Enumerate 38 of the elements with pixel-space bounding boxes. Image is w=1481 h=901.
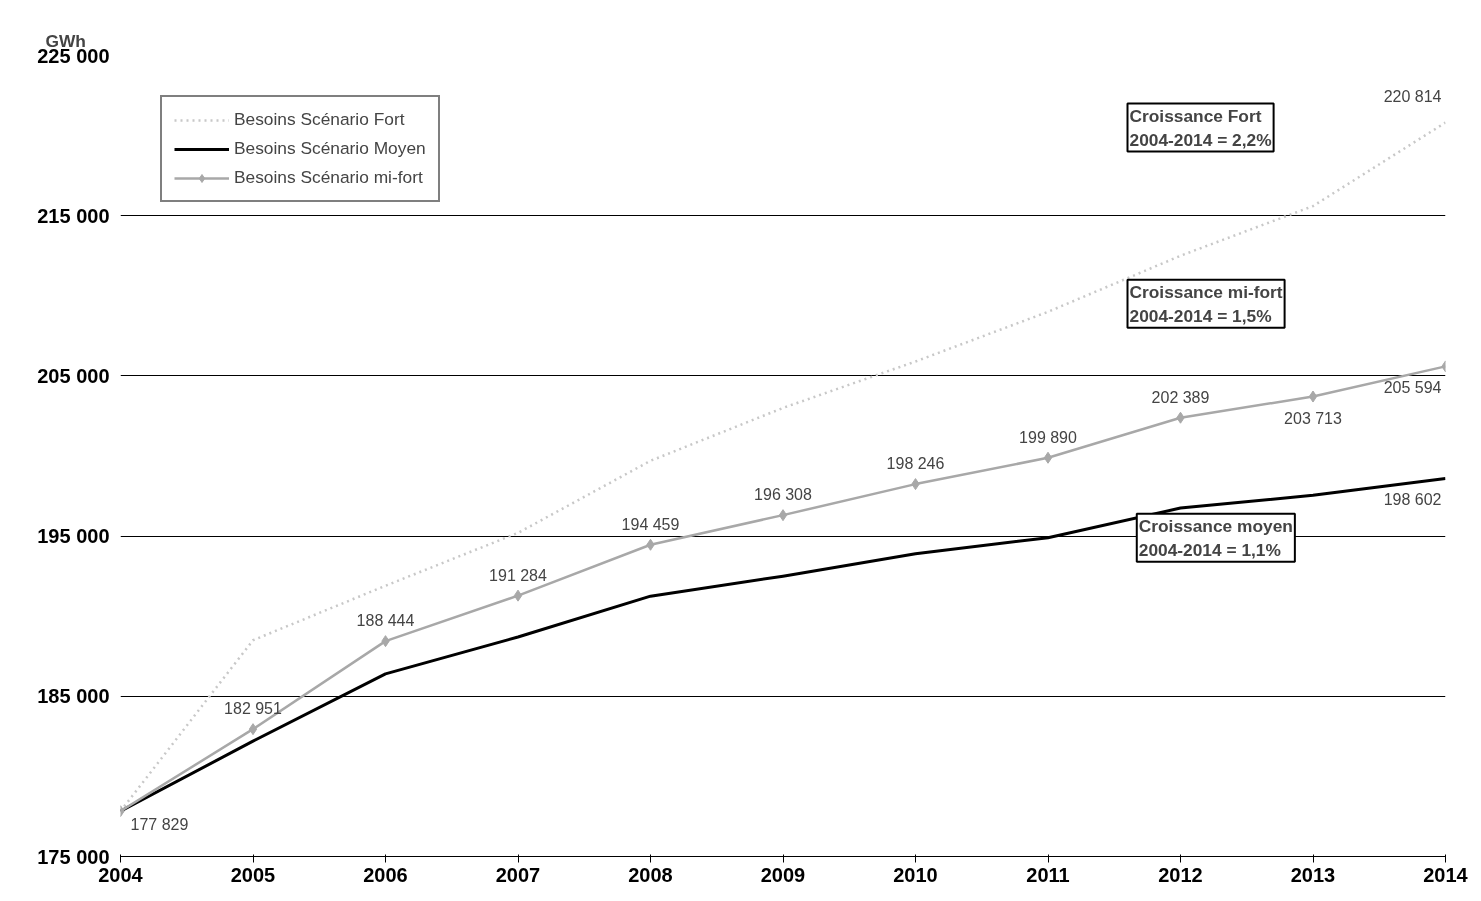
data-label: 198 602 (1383, 491, 1442, 509)
y-tick-label: 215 000 (37, 204, 110, 227)
y-tick-label: 195 000 (37, 525, 110, 548)
data-label: 188 444 (356, 612, 415, 630)
legend-label: Besoins Scénario Fort (234, 109, 405, 130)
data-label: 199 890 (1019, 428, 1078, 446)
y-tick-label: 205 000 (37, 364, 110, 387)
x-tick-label: 2010 (893, 863, 938, 886)
x-tick-label: 2005 (230, 863, 276, 886)
y-tick-label: 185 000 (37, 685, 110, 708)
data-label: 191 284 (489, 566, 548, 584)
data-label: 202 389 (1151, 388, 1210, 406)
data-label: 198 246 (886, 455, 945, 473)
x-tick-label: 2006 (363, 863, 408, 886)
data-label: 220 814 (1383, 87, 1442, 105)
x-tick-label: 2008 (628, 863, 673, 886)
data-label: 194 459 (621, 515, 680, 533)
x-tick-label: 2014 (1423, 863, 1469, 886)
x-tick-label: 2011 (1026, 863, 1070, 886)
legend-label: Besoins Scénario mi-fort (234, 167, 423, 188)
legend-label: Besoins Scénario Moyen (234, 138, 426, 159)
data-label: 205 594 (1383, 379, 1442, 397)
point (248, 723, 258, 736)
x-tick-label: 2013 (1290, 863, 1336, 886)
annotation: Croissance moyen 2004-2014 = 1,1% (1138, 515, 1293, 560)
x-tick-label: 2007 (495, 863, 541, 886)
data-label: 177 829 (130, 816, 189, 834)
data-label: 203 713 (1284, 409, 1343, 427)
point (778, 509, 788, 522)
point (513, 589, 523, 602)
annotation: Croissance Fort 2004-2014 = 2,2% (1129, 105, 1272, 150)
x-tick-label: 2009 (760, 863, 806, 886)
point (1043, 451, 1053, 464)
data-label: 182 951 (224, 700, 283, 718)
data-label: 196 308 (754, 486, 813, 504)
point (1308, 390, 1318, 403)
annotation: Croissance mi-fort 2004-2014 = 1,5% (1129, 281, 1283, 326)
x-tick-label: 2012 (1158, 863, 1203, 886)
